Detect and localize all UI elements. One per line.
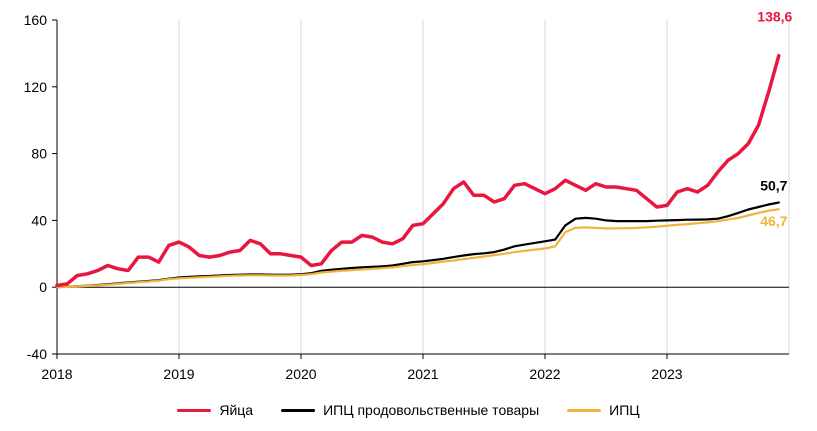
legend-item-cpi: ИПЦ (567, 402, 640, 418)
legend-swatch-cpi (567, 408, 602, 412)
y-tick-label: 0 (39, 279, 47, 295)
series-line-1 (55, 201, 780, 289)
legend-item-eggs: Яйца (177, 402, 253, 418)
x-tick-label: 2020 (285, 366, 316, 382)
y-tick-label: 40 (31, 212, 47, 228)
legend: Яйца ИПЦ продовольственные товары ИПЦ (0, 398, 817, 422)
line-chart: -40 0 40 80 120 160 2018 2019 2020 2021 2022 2023 1… (24, 9, 793, 382)
y-tick-label: -40 (27, 346, 47, 362)
y-tick-label: 120 (24, 79, 48, 95)
end-label-2: 46,7 (760, 213, 787, 229)
x-tick-label: 2018 (41, 366, 72, 382)
axes: -40 0 40 80 120 160 2018 2019 2020 2021 2022 2023 (24, 12, 789, 382)
series-lines (55, 53, 781, 289)
series-line-2 (55, 208, 780, 289)
legend-swatch-food-cpi (281, 408, 316, 412)
y-tick-label: 80 (31, 146, 47, 162)
y-tick-label: 160 (24, 12, 48, 28)
legend-label-food-cpi: ИПЦ продовольственные товары (323, 402, 540, 418)
end-labels: 138,6 50,7 46,7 (757, 9, 792, 229)
x-tick-label: 2023 (651, 366, 682, 382)
x-tick-label: 2022 (529, 366, 560, 382)
series-line-0 (55, 53, 781, 288)
end-label-1: 50,7 (760, 178, 787, 194)
x-tick-label: 2021 (407, 366, 438, 382)
end-label-0: 138,6 (757, 9, 792, 25)
legend-item-food-cpi: ИПЦ продовольственные товары (281, 402, 539, 418)
gridlines (178, 20, 790, 354)
legend-label-eggs: Яйца (219, 402, 254, 418)
legend-swatch-eggs (177, 408, 212, 412)
x-tick-label: 2019 (163, 366, 194, 382)
legend-label-cpi: ИПЦ (609, 402, 640, 418)
